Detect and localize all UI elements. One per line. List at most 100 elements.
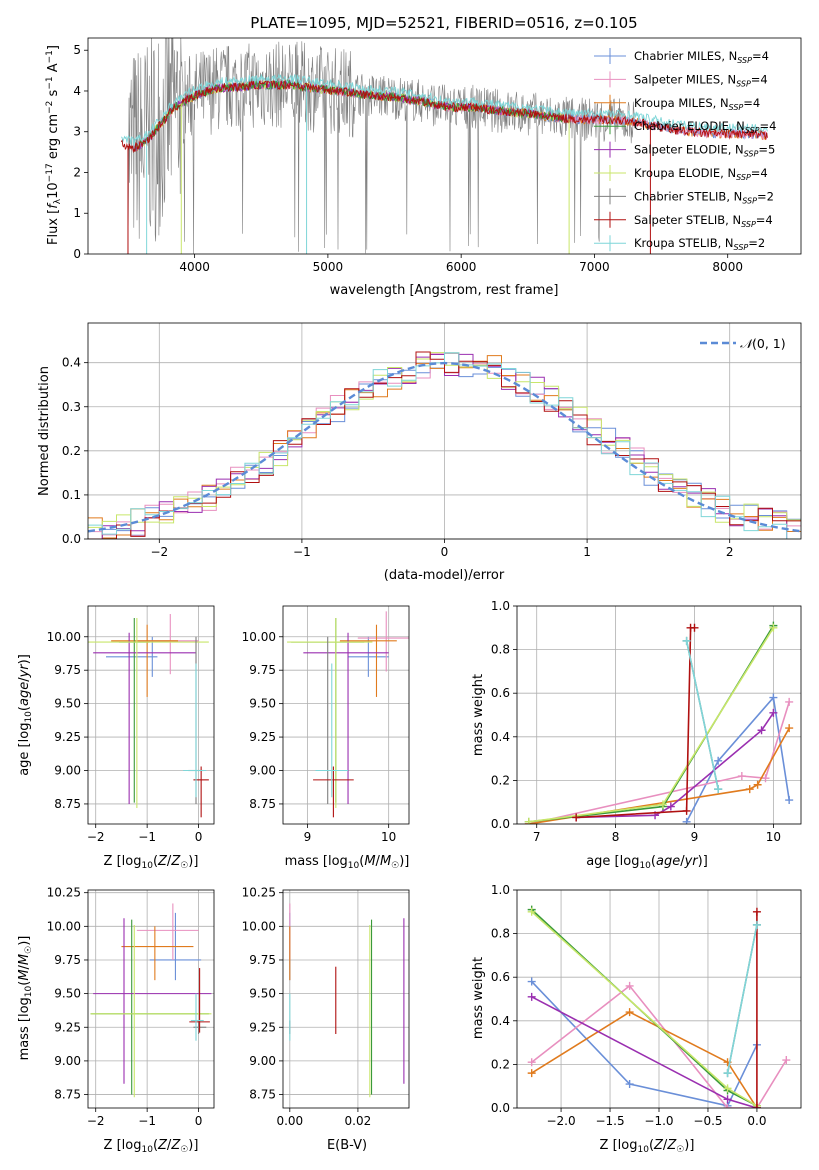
weight_vs_Z-axes: −2.0 −1.5 −1.0 −0.5 0.0 0.0 0.2 0.4 0.6 0.8 1.0 (491, 883, 801, 1128)
weight_vs_age-ytick-label: 0.2 (491, 773, 510, 787)
mass_vs_ebv-ytick-label: 9.25 (249, 1020, 276, 1034)
age_vs_Z-axes: −2 −1 0 8.75 9.00 9.25 9.50 9.75 10.00 (47, 606, 214, 844)
spectrum-xlabel: wavelength [Angstrom, rest frame] (330, 283, 559, 298)
weight_vs_Z-marker-kroupa_stelib (752, 920, 761, 929)
age_vs_mass-xtick-label: 10 (381, 830, 396, 844)
age_vs_mass-ytick-label: 9.25 (249, 730, 276, 744)
residuals-xtick-label: −2 (150, 545, 168, 559)
weight_vs_Z-xtick-label: 0.0 (747, 1114, 766, 1128)
residuals-ylabel: Normed distribution (37, 366, 52, 496)
weight_vs_Z-marker-chabrier_miles (527, 977, 536, 986)
weight_vs_age-marker-chabrier_miles (682, 817, 691, 824)
age_vs_Z-xtick-label: −2 (87, 830, 105, 844)
weight_vs_age-marker-kroupa_miles (745, 785, 754, 794)
age_vs_Z-ytick-label: 9.50 (54, 697, 81, 711)
weight_vs_age-marker-salpeter_stelib (690, 623, 699, 632)
age_vs_Z-frame (87, 605, 215, 825)
mass_vs_ebv-ytick-label: 8.75 (249, 1088, 276, 1102)
weight_vs_Z-marker-salpeter_elodie (527, 992, 536, 1001)
legend-label-kroupa_elodie: Kroupa ELODIE, NSSP=4 (634, 166, 768, 182)
spectrum-xtick-label: 7000 (579, 260, 610, 274)
histogram-salpeter_stelib (88, 351, 801, 539)
residuals-ytick-label: 0.2 (62, 444, 81, 458)
weight-z-xlabel: Z [log10(Z/Z☉)] (600, 1138, 695, 1155)
weight_vs_age-ytick-label: 1.0 (491, 599, 510, 613)
weight_vs_Z-ytick-label: 0.2 (491, 1057, 510, 1071)
model-line-salpeter_stelib (120, 80, 768, 154)
legend-label-chabrier_miles: Chabrier MILES, NSSP=4 (634, 49, 769, 65)
weight_vs_Z-xtick-label: −1.5 (595, 1114, 624, 1128)
weight_vs_Z-ytick-label: 0.6 (491, 970, 510, 984)
legend-label-kroupa_miles: Kroupa MILES, NSSP=4 (634, 96, 760, 112)
mass_vs_Z-plot-area (90, 903, 212, 1098)
age_vs_mass-ytick-label: 9.00 (249, 764, 276, 778)
weight_vs_age-marker-salpeter_elodie (757, 726, 766, 735)
mass_vs_Z-ytick-label: 9.75 (54, 953, 81, 967)
mass_vs_ebv-xtick-label: 0.00 (276, 1114, 303, 1128)
spectrum-ytick-label: 4 (73, 84, 81, 98)
weight_vs_age-line-salpeter_elodie (576, 712, 775, 819)
residuals-xtick-label: 0 (441, 545, 449, 559)
legend-label-kroupa_stelib: Kroupa STELIB, NSSP=2 (634, 236, 765, 252)
weight_vs_age-marker-chabrier_miles (785, 796, 794, 805)
weight_vs_age-plot-area (524, 621, 794, 824)
weight_vs_age-ytick-label: 0.8 (491, 643, 510, 657)
weight_vs_Z-marker-salpeter_miles (625, 981, 634, 990)
weight_vs_Z-marker-salpeter_miles (782, 1056, 791, 1065)
model-line-kroupa_stelib (120, 73, 768, 146)
weight_vs_age-marker-salpeter_miles (761, 774, 770, 783)
weight_vs_age-marker-kroupa_stelib (682, 636, 691, 645)
age_vs_Z-ytick-label: 9.25 (54, 730, 81, 744)
residuals-xtick-label: −1 (293, 545, 311, 559)
spectrum-xtick-label: 6000 (446, 260, 477, 274)
weight_vs_age-marker-kroupa_miles (753, 780, 762, 789)
age-z-xlabel: Z [log10(Z/Z☉)] (104, 854, 199, 871)
age_vs_Z-ytick-label: 8.75 (54, 797, 81, 811)
spectrum-ytick-label: 5 (73, 43, 81, 57)
observed-spectrum-line (127, 38, 635, 254)
mass_vs_Z-frame (87, 889, 215, 1109)
weight_vs_age-marker-salpeter_stelib (572, 813, 581, 822)
legend-label-chabrier_stelib: Chabrier STELIB, NSSP=2 (634, 189, 774, 205)
weight_vs_Z-line-chabrier_miles (531, 981, 758, 1107)
weight_vs_age-ytick-label: 0.4 (491, 730, 510, 744)
age_vs_Z-plot-area (88, 614, 209, 818)
age_vs_mass-ytick-label: 8.75 (249, 797, 276, 811)
weight_vs_age-marker-salpeter_miles (737, 772, 746, 781)
weight_vs_age-marker-salpeter_stelib (682, 806, 691, 815)
age-mass-xlabel: mass [log10(M/M☉)] (285, 854, 410, 871)
mass_vs_ebv-axes: 0.00 0.02 8.75 9.00 9.25 9.50 9.75 10.00 10.25 (242, 886, 409, 1128)
spectrum-xtick-label: 5000 (313, 260, 344, 274)
mass_vs_Z-xtick-label: 0 (195, 1114, 203, 1128)
age_vs_mass-frame (282, 605, 410, 825)
weight-z-ylabel: mass weight (471, 957, 486, 1039)
weight_vs_Z-line-chabrier_elodie (531, 909, 758, 1107)
weight_vs_age-marker-chabrier_miles (714, 756, 723, 765)
residuals-legend: 𝒩(0, 1) (700, 336, 786, 351)
mass_vs_Z-ytick-label: 9.25 (54, 1020, 81, 1034)
weight_vs_age-marker-salpeter_miles (785, 697, 794, 706)
weight_vs_Z-ytick-label: 0.8 (491, 927, 510, 941)
age_vs_mass-plot-area (287, 611, 409, 818)
weight_vs_Z-frame (516, 889, 802, 1109)
age_vs_mass-ytick-label: 9.50 (249, 697, 276, 711)
weight_vs_Z-marker-salpeter_stelib (752, 1104, 761, 1108)
mass_vs_Z-xtick-label: −2 (87, 1114, 105, 1128)
mass_vs_Z-ytick-label: 10.25 (47, 886, 81, 900)
legend-label-salpeter_stelib: Salpeter STELIB, NSSP=4 (634, 213, 773, 229)
legend-label-salpeter_miles: Salpeter MILES, NSSP=4 (634, 72, 768, 88)
weight_vs_age-line-chabrier_elodie (528, 625, 775, 823)
residuals-ytick-label: 0.4 (62, 356, 81, 370)
weight_vs_age-marker-kroupa_stelib (714, 785, 723, 794)
mass_vs_ebv-ytick-label: 9.75 (249, 953, 276, 967)
mass-z-xlabel: Z [log10(Z/Z☉)] (104, 1138, 199, 1155)
histogram-kroupa_stelib (88, 352, 801, 539)
weight_vs_Z-marker-salpeter_elodie (723, 1095, 732, 1104)
age_vs_Z-ytick-label: 9.75 (54, 663, 81, 677)
weight_vs_Z-marker-salpeter_stelib (752, 907, 761, 916)
spectrum-plot-area (120, 38, 768, 254)
mass-z-ylabel: mass [log10(M/M☉)] (17, 936, 34, 1061)
mass_vs_ebv-plot-area (289, 903, 405, 1098)
residuals-ytick-label: 0.1 (62, 488, 81, 502)
